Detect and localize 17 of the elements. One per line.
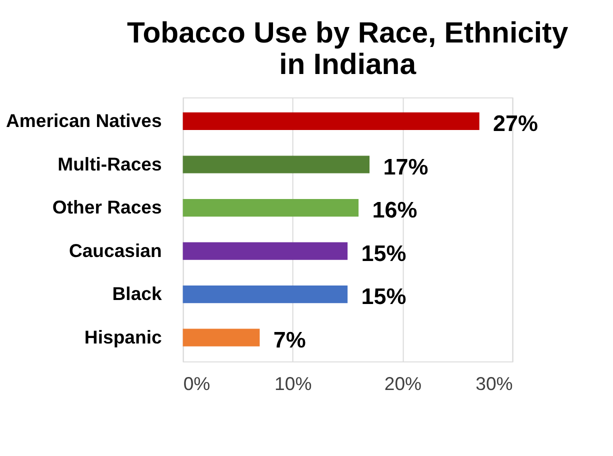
data-label: 15%	[361, 284, 406, 310]
x-tick-label: 20%	[384, 373, 422, 394]
y-tick-label: Caucasian	[68, 240, 162, 261]
y-tick-label: Other Races	[52, 196, 162, 218]
y-tick-label: Multi-Races	[58, 153, 162, 174]
chart-title: Tobacco Use by Race, Ethnicity in Indiana	[126, 16, 569, 81]
data-label: 16%	[372, 198, 418, 223]
y-tick-label: American Natives	[6, 110, 162, 132]
data-label: 15%	[361, 240, 406, 266]
y-tick-label: Hispanic	[84, 326, 162, 348]
data-label: 7%	[273, 327, 306, 352]
y-tick-label: Black	[112, 283, 162, 304]
data-label: 17%	[383, 154, 428, 180]
data-label: 27%	[493, 111, 538, 136]
x-tick-label: 10%	[274, 373, 312, 394]
x-tick-label: 30%	[476, 373, 513, 394]
x-tick-label: 0%	[183, 373, 210, 394]
